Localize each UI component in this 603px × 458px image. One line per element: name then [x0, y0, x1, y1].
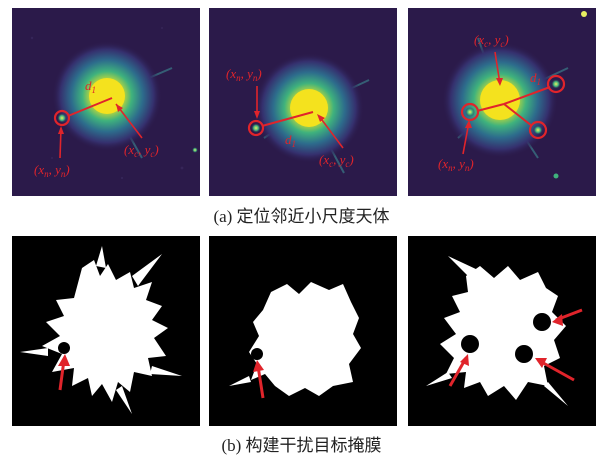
- center-coordinate-label: (xc, yc): [124, 142, 159, 159]
- arrow-icon: [535, 358, 547, 368]
- neighbor-star: [251, 123, 261, 133]
- mask-hole: [461, 335, 479, 353]
- neighbor-marker-circle: [460, 102, 480, 122]
- panel-a3-image: d1 (xc, yc) (xn, yn): [408, 8, 596, 196]
- panel-b2-mask: [209, 236, 397, 426]
- panel-a2-image: d1 (xn, yn) (xc, yc): [209, 8, 397, 196]
- arrow-icon: [552, 314, 563, 326]
- panel-a1-image: d1 (xc, yc) (xn, yn): [12, 8, 200, 196]
- panel-b1-mask: [12, 236, 200, 426]
- neighbor-star: [465, 107, 475, 117]
- mask-hole: [533, 313, 551, 331]
- neighbor-marker-circle: [247, 119, 265, 137]
- center-coordinate-label: (xc, yc): [319, 152, 354, 169]
- mask-hole: [251, 348, 263, 360]
- neighbor-marker-circle: [528, 120, 548, 140]
- neighbor-marker-circle: [53, 109, 71, 127]
- mask-hole: [515, 345, 533, 363]
- neighbor-marker-circle: [546, 74, 566, 94]
- center-coordinate-label: (xc, yc): [474, 32, 509, 49]
- distance-line: [67, 97, 113, 117]
- panel-b3-mask: [408, 236, 596, 426]
- neighbor-coordinate-label: (xn, yn): [226, 66, 262, 83]
- neighbor-coordinate-label: (xn, yn): [34, 162, 70, 179]
- caption-a: (a) 定位邻近小尺度天体: [213, 207, 390, 226]
- arrow-icon: [460, 354, 469, 366]
- arrow-icon: [253, 360, 264, 372]
- neighbor-coordinate-label: (xn, yn): [438, 156, 474, 173]
- neighbor-star: [533, 125, 543, 135]
- arrow-icon: [58, 354, 70, 366]
- distance-line: [503, 86, 551, 105]
- mask-hole: [58, 342, 70, 354]
- neighbor-star: [57, 113, 67, 123]
- distance-label: d1: [85, 78, 96, 95]
- distance-label: d1: [530, 70, 541, 87]
- distance-label: d1: [285, 132, 296, 149]
- caption-b: (b) 构建干扰目标掩膜: [221, 436, 382, 455]
- neighbor-star: [551, 79, 561, 89]
- distance-line: [261, 111, 314, 127]
